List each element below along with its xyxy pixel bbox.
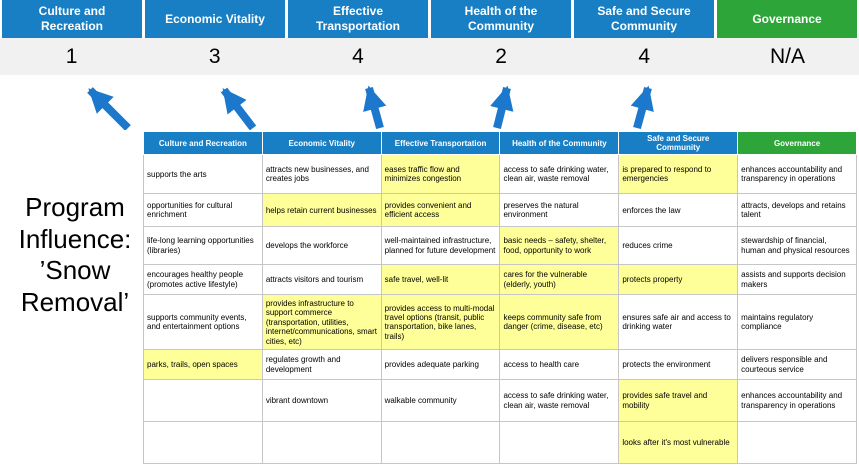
matrix-cell <box>261 421 382 465</box>
matrix-cell: provides safe travel and mobility <box>618 379 739 423</box>
matrix-cell: walkable community <box>380 379 501 423</box>
summary-header-cell: Culture and Recreation <box>2 0 142 38</box>
matrix-cell: protects the environment <box>618 349 739 381</box>
matrix-cell: attracts visitors and tourism <box>261 264 382 296</box>
matrix-cell <box>143 379 263 423</box>
summary-header-cell: Economic Vitality <box>145 0 285 38</box>
matrix-cell <box>737 421 857 465</box>
matrix-header-cell: Economic Vitality <box>261 130 382 156</box>
matrix-cell: enhances accountability and transparency… <box>737 379 857 423</box>
matrix-header-cell: Culture and Recreation <box>143 130 263 156</box>
matrix-header-cell: Effective Transportation <box>380 130 501 156</box>
matrix-cell: regulates growth and development <box>261 349 382 381</box>
summary-score-value: 4 <box>638 44 651 68</box>
matrix-cell <box>380 421 501 465</box>
summary-header-cell: Governance <box>717 0 857 38</box>
matrix-cell: safe travel, well-lit <box>380 264 501 296</box>
matrix-cell: provides adequate parking <box>380 349 501 381</box>
matrix-cell <box>499 421 620 465</box>
up-arrow-icon <box>490 85 514 129</box>
matrix-cell: ensures safe air and access to drinking … <box>618 294 739 351</box>
matrix-cell: access to safe drinking water, clean air… <box>499 379 620 423</box>
matrix-header-cell: Governance <box>737 130 857 156</box>
summary-score-value: 2 <box>495 44 507 68</box>
matrix-cell: supports the arts <box>143 154 263 195</box>
matrix-cell: basic needs – safety, shelter, food, opp… <box>499 226 620 266</box>
summary-score-row: 1 3 4 2 4 N/A <box>0 38 859 75</box>
summary-header-cell: Health of the Community <box>431 0 571 38</box>
influence-matrix-table: Culture and Recreation Economic Vitality E… <box>143 130 857 465</box>
matrix-cell: well-maintained infrastructure, planned … <box>380 226 501 266</box>
matrix-cell: opportunities for cultural enrichment <box>143 193 263 228</box>
summary-score-value: 1 <box>65 44 78 68</box>
up-arrow-icon <box>87 87 131 130</box>
matrix-cell: provides access to multi-modal travel op… <box>380 294 501 351</box>
matrix-header-cell: Safe and Secure Community <box>618 130 739 156</box>
program-influence-label: Program Influence: ’Snow Removal’ <box>18 192 132 318</box>
summary-score-value: 4 <box>352 44 364 68</box>
matrix-cell: protects property <box>618 264 739 296</box>
matrix-cell: assists and supports decision makers <box>737 264 857 296</box>
matrix-cell: preserves the natural environment <box>499 193 620 228</box>
up-arrow-icon <box>363 85 387 130</box>
matrix-cell: keeps community safe from danger (crime,… <box>499 294 620 351</box>
summary-header-cell: Safe and Secure Community <box>574 0 714 38</box>
matrix-cell: reduces crime <box>618 226 739 266</box>
matrix-cell: eases traffic flow and minimizes congest… <box>380 154 501 195</box>
matrix-cell: helps retain current businesses <box>261 193 382 228</box>
matrix-cell: provides convenient and efficient access <box>380 193 501 228</box>
matrix-cell: enforces the law <box>618 193 739 228</box>
matrix-cell: attracts new businesses, and creates job… <box>261 154 382 195</box>
influence-arrows <box>87 85 654 130</box>
up-arrow-icon <box>220 87 257 130</box>
summary-header-cell: Effective Transportation <box>288 0 428 38</box>
matrix-cell: stewardship of financial, human and phys… <box>737 226 857 266</box>
matrix-cell: delivers responsible and courteous servi… <box>737 349 857 381</box>
matrix-cell: attracts, develops and retains talent <box>737 193 857 228</box>
summary-header-row: Culture and Recreation Economic Vitality E… <box>0 0 859 38</box>
matrix-header-cell: Health of the Community <box>499 130 620 156</box>
matrix-cell: develops the workforce <box>261 226 382 266</box>
matrix-cell: encourages healthy people (promotes acti… <box>143 264 263 296</box>
matrix-cell: supports community events, and entertain… <box>143 294 263 351</box>
matrix-cell: maintains regulatory compliance <box>737 294 857 351</box>
matrix-cell: vibrant downtown <box>261 379 382 423</box>
matrix-cell <box>143 421 263 465</box>
matrix-cell: access to safe drinking water, clean air… <box>499 154 620 195</box>
matrix-cell: parks, trails, open spaces <box>143 349 263 381</box>
matrix-cell: is prepared to respond to emergencies <box>618 154 739 195</box>
matrix-cell: provides infrastructure to support comme… <box>261 294 382 351</box>
matrix-cell: enhances accountability and transparency… <box>737 154 857 195</box>
matrix-cell: cares for the vulnerable (elderly, youth… <box>499 264 620 296</box>
up-arrow-icon <box>630 85 654 130</box>
matrix-cell: life-long learning opportunities (librar… <box>143 226 263 266</box>
summary-score-value: 3 <box>208 44 221 68</box>
summary-score-value: N/A <box>769 44 805 68</box>
matrix-cell: access to health care <box>499 349 620 381</box>
matrix-cell: looks after it's most vulnerable <box>618 421 739 465</box>
